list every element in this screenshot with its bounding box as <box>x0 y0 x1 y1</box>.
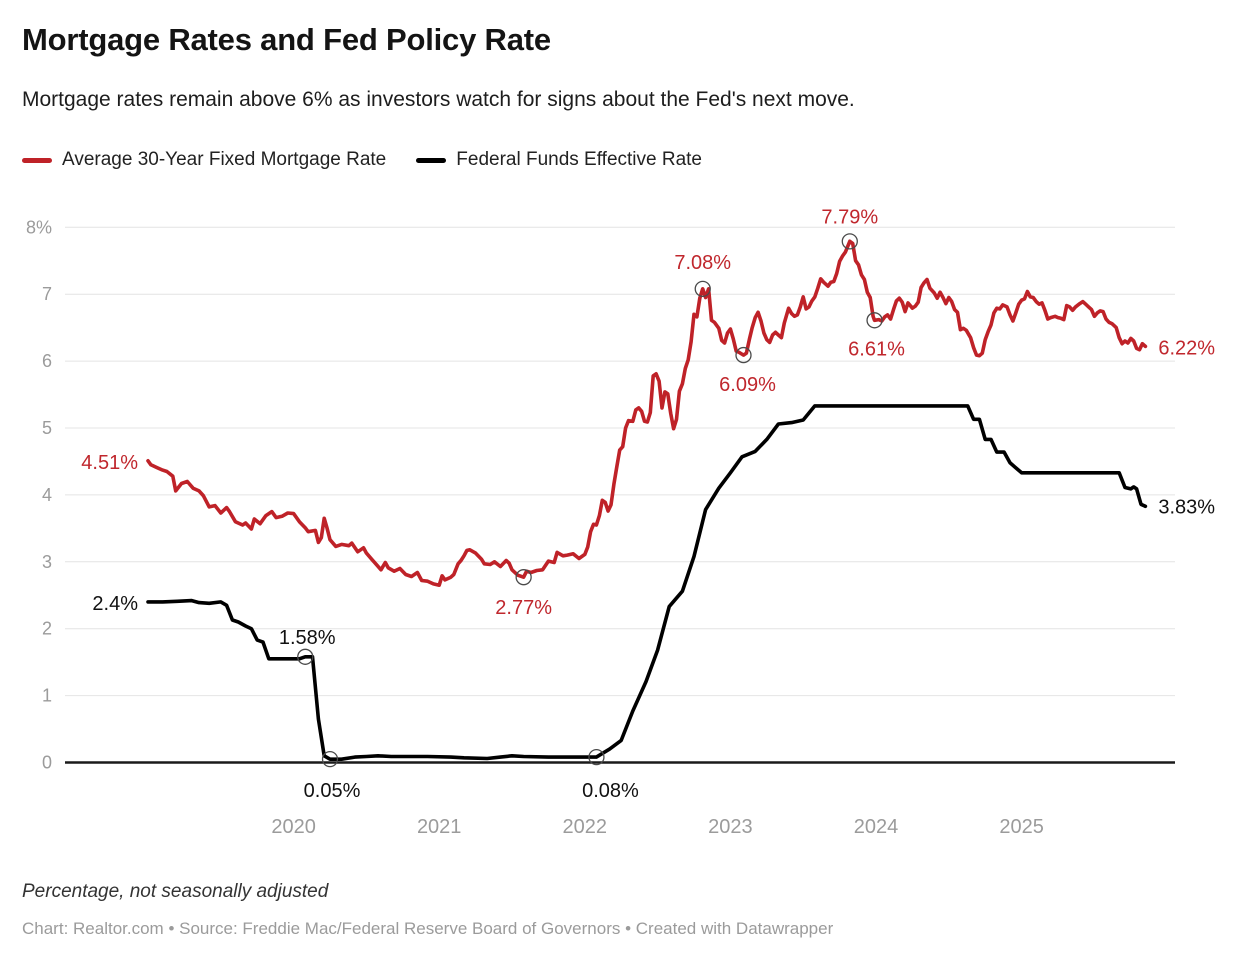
chart-legend: Average 30-Year Fixed Mortgage Rate Fede… <box>22 149 702 171</box>
annotations: 4.51% 2.77% 7.08% 6.09% 7.79% 6.61% 6.22% 2.4% 1… <box>81 206 1215 802</box>
x-axis-tick-label: 2023 <box>708 816 753 838</box>
x-axis-labels: 2020 2021 2022 2023 2024 2025 <box>271 816 1044 838</box>
y-gridlines: 8% 7 6 5 4 3 2 1 0 <box>26 217 1175 773</box>
annotation-label-622: 6.22% <box>1158 337 1215 359</box>
x-axis-tick-label: 2022 <box>563 816 608 838</box>
page-title: Mortgage Rates and Fed Policy Rate <box>22 22 551 57</box>
y-axis-tick-label: 6 <box>42 351 52 371</box>
annotation-label-005: 0.05% <box>304 780 361 802</box>
annotation-label-708: 7.08% <box>674 252 731 274</box>
y-axis-tick-label: 7 <box>42 284 52 304</box>
mortgage-rate-swatch-icon <box>22 157 52 163</box>
x-axis-tick-label: 2020 <box>271 816 316 838</box>
annotation-label-277: 2.77% <box>495 597 552 619</box>
line-chart: 8% 7 6 5 4 3 2 1 0 2020 2021 2022 2023 2024 2025 4.51% 2… <box>0 195 1240 860</box>
y-axis-tick-label: 1 <box>42 686 52 706</box>
legend-label-fed-funds: Federal Funds Effective Rate <box>456 149 702 170</box>
y-axis-tick-label: 4 <box>42 485 52 505</box>
annotation-label-24: 2.4% <box>92 593 138 615</box>
chart-credits: Chart: Realtor.com • Source: Freddie Mac… <box>22 919 834 938</box>
annotation-marker-ring <box>841 233 858 250</box>
chart-canvas: 8% 7 6 5 4 3 2 1 0 2020 2021 2022 2023 2024 2025 4.51% 2… <box>26 206 1215 838</box>
annotation-marker-ring <box>735 346 752 364</box>
x-axis-tick-label: 2024 <box>854 816 899 838</box>
chart-subtitle: Mortgage rates remain above 6% as invest… <box>22 88 855 111</box>
fed-funds-swatch-icon <box>416 157 447 163</box>
x-axis-tick-label: 2021 <box>417 816 462 838</box>
annotation-label-609: 6.09% <box>719 374 776 396</box>
annotation-marker-ring <box>321 751 339 768</box>
annotation-marker-ring <box>694 280 711 297</box>
annotation-label-158: 1.58% <box>279 627 336 649</box>
annotation-marker-ring <box>515 569 532 586</box>
y-axis-tick-label: 2 <box>42 619 52 639</box>
fed-funds-line <box>146 404 1148 762</box>
annotation-marker-ring <box>866 312 883 329</box>
annotation-marker-ring <box>588 748 605 766</box>
y-axis-tick-label: 5 <box>42 418 52 438</box>
annotation-label-383: 3.83% <box>1158 496 1215 518</box>
legend-label-mortgage-rate: Average 30-Year Fixed Mortgage Rate <box>62 149 387 170</box>
legend-item-mortgage-rate: Average 30-Year Fixed Mortgage Rate <box>22 149 386 171</box>
annotation-label-008: 0.08% <box>582 780 639 802</box>
annotation-label-661: 6.61% <box>848 338 905 360</box>
x-axis-tick-label: 2025 <box>999 816 1044 838</box>
y-axis-tick-label: 3 <box>42 552 52 572</box>
annotation-marker-ring <box>297 648 314 665</box>
axis-unit-note: Percentage, not seasonally adjusted <box>22 881 329 902</box>
annotation-label-779: 7.79% <box>821 206 878 228</box>
y-axis-tick-label: 8% <box>26 217 52 237</box>
y-axis-tick-label: 0 <box>42 753 52 773</box>
legend-item-fed-funds: Federal Funds Effective Rate <box>416 149 702 171</box>
annotation-label-451: 4.51% <box>81 452 138 474</box>
mortgage-rate-line <box>146 239 1148 588</box>
